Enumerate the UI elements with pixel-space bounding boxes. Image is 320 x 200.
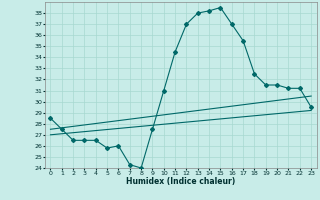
X-axis label: Humidex (Indice chaleur): Humidex (Indice chaleur)	[126, 177, 236, 186]
